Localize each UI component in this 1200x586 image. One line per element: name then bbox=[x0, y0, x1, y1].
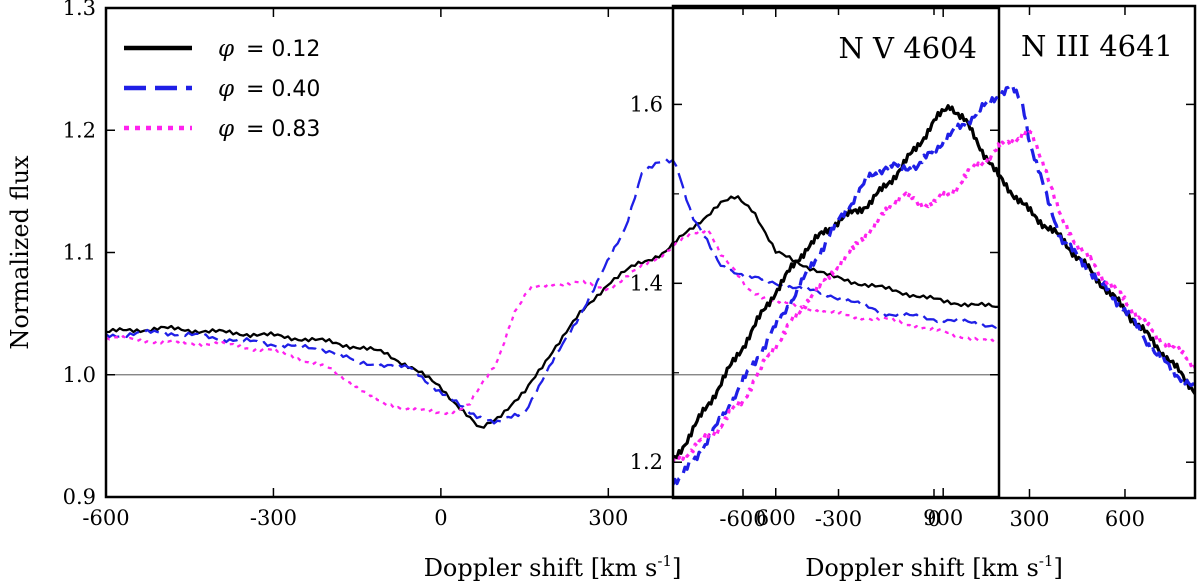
panel-title: N V 4604 bbox=[838, 31, 977, 65]
legend-phi-symbol: φ bbox=[218, 36, 235, 62]
plot-frame bbox=[104, 6, 1001, 499]
legend-value: = 0.40 bbox=[246, 77, 320, 102]
panel-niii-4641: -600 -300 0 300 600 1.2 1.4 1.6 N III 4641 Dopple… bbox=[630, 4, 1197, 582]
y-tick-label: 1.2 bbox=[63, 118, 96, 142]
series-line-dashed bbox=[106, 157, 999, 425]
legend: φ = 0.12 φ = 0.40 φ = 0.83 bbox=[124, 36, 320, 142]
x-tick-label: 300 bbox=[1009, 507, 1049, 531]
x-axis-label-end: ] bbox=[1053, 554, 1062, 582]
legend-phi-symbol: φ bbox=[218, 76, 235, 102]
y-tick-label: 1.1 bbox=[63, 241, 96, 265]
series-line-solid bbox=[673, 104, 1195, 461]
x-tick-label: 600 bbox=[756, 506, 796, 530]
x-tick-label: -600 bbox=[82, 506, 129, 530]
x-tick-label: 300 bbox=[588, 506, 628, 530]
x-tick-label: 0 bbox=[927, 507, 940, 531]
x-tick-label: -300 bbox=[815, 507, 862, 531]
x-tick-label: -300 bbox=[250, 506, 297, 530]
y-tick-label: 1.2 bbox=[630, 450, 663, 474]
legend-value: = 0.12 bbox=[246, 37, 320, 62]
series-line-dotted bbox=[106, 227, 999, 416]
legend-value: = 0.83 bbox=[246, 117, 320, 142]
x-axis-label-main: Doppler shift [km s bbox=[424, 554, 658, 582]
plot-area bbox=[106, 157, 999, 429]
series-line-dashed bbox=[673, 82, 1195, 486]
plot-area bbox=[673, 82, 1195, 486]
y-axis-label: Normalized flux bbox=[6, 155, 34, 350]
x-axis-label-sup: -1 bbox=[657, 552, 672, 570]
y-tick-label: 1.3 bbox=[63, 0, 96, 20]
series-line-solid bbox=[106, 195, 999, 429]
x-tick-label: -600 bbox=[719, 507, 766, 531]
y-tick-label: 1.4 bbox=[630, 271, 663, 295]
plot-frame bbox=[671, 4, 1197, 500]
panel-nv-4604: -600 -300 0 300 600 900 0.9 1.0 1.1 1.2 1.3 N V 460… bbox=[6, 0, 1001, 582]
panel-title: N III 4641 bbox=[1021, 29, 1173, 63]
y-tick-label: 0.9 bbox=[63, 485, 96, 509]
x-axis-label: Doppler shift [km s-1] bbox=[805, 552, 1063, 582]
x-tick-label: 600 bbox=[1105, 507, 1145, 531]
y-tick-label: 1.6 bbox=[630, 92, 663, 116]
x-axis-label: Doppler shift [km s-1] bbox=[424, 552, 682, 582]
legend-phi-symbol: φ bbox=[218, 116, 235, 142]
x-tick-label: 900 bbox=[923, 506, 963, 530]
y-tick-label: 1.0 bbox=[63, 363, 96, 387]
x-tick-label: 0 bbox=[434, 506, 447, 530]
x-axis-label-end: ] bbox=[672, 554, 681, 582]
x-axis-label-sup: -1 bbox=[1039, 552, 1054, 570]
x-axis-label-main: Doppler shift [km s bbox=[805, 554, 1039, 582]
series-line-dotted bbox=[673, 127, 1195, 463]
